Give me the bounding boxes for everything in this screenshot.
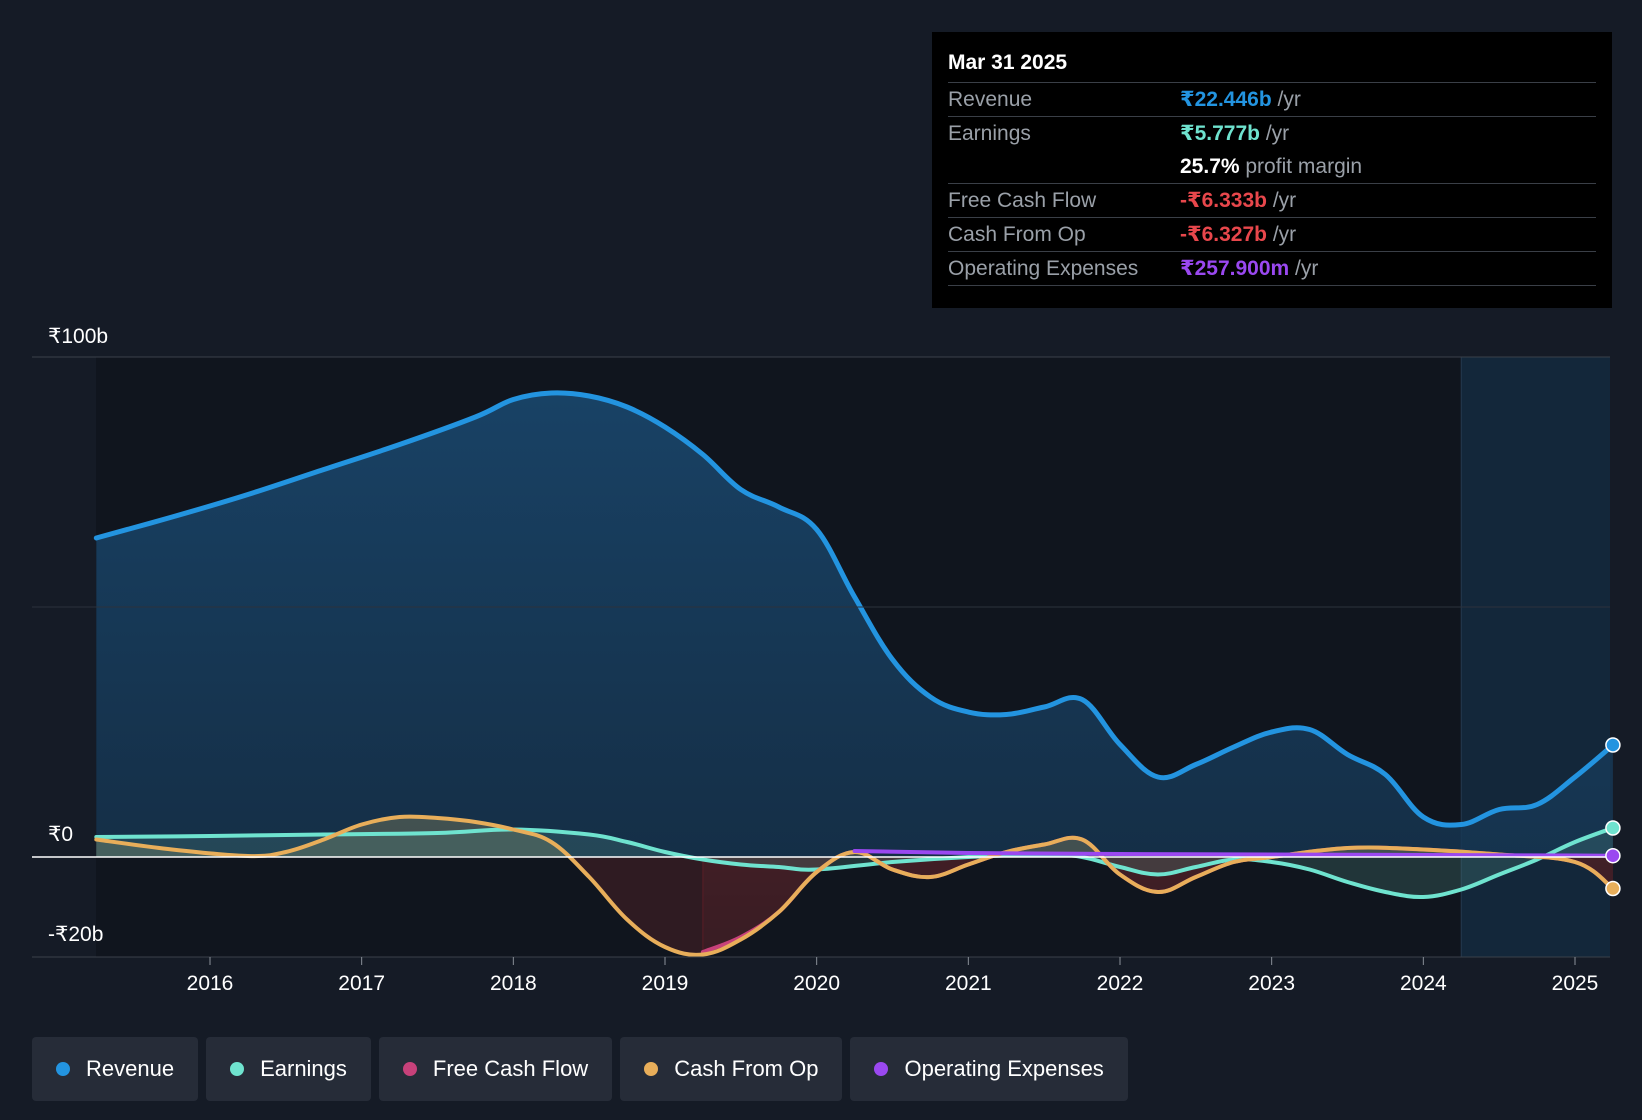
series-lines [93,390,1616,957]
tooltip-row-label: Free Cash Flow [948,189,1097,212]
axes: ₹100b ₹0 -₹20b 2016 2017 2018 2019 2020 2021 2022… [32,325,1610,995]
tooltip-row-label: Cash From Op [948,223,1086,246]
tooltip-row: Free Cash Flow -₹6.333b /yr [948,183,1596,217]
tooltip-row-label: Earnings [948,122,1031,145]
revenue-area [96,392,1613,857]
tooltip-value-unit: /yr [1266,189,1297,212]
tooltip-row-value: -₹6.327b /yr [1180,218,1296,251]
tooltip-value-unit: /yr [1260,122,1290,145]
x-tick-label: 2019 [642,972,689,995]
cash-from-op-area-positive [96,816,1613,857]
tooltip-value-number: ₹22.446b [1180,88,1272,111]
tooltip-panel: Mar 31 2025 Revenue ₹22.446b /yr Earnings ₹… [932,32,1612,308]
legend-dot-icon [874,1062,889,1076]
legend-item-earnings[interactable]: Earnings [206,1037,371,1101]
tooltip-row: Earnings ₹5.777b /yr [948,116,1596,150]
legend: Revenue Earnings Free Cash Flow Cash From O… [32,1037,1128,1101]
revenue-end-marker [1605,737,1621,753]
tooltip-value-unit: /yr [1266,223,1297,246]
operating-expenses-end-marker [1605,847,1621,864]
tooltip-row-value: ₹22.446b /yr [1180,83,1301,116]
earnings-end-marker [1605,820,1621,836]
revenue-line [93,390,1616,828]
tooltip-row-value: ₹5.777b /yr [1180,117,1289,150]
tooltip-row-value: ₹257.900m /yr [1180,252,1318,285]
legend-dot-icon [644,1062,659,1076]
x-tick-label: 2018 [490,972,537,995]
cash-from-op-line [94,814,1615,957]
end-markers [1605,737,1621,897]
x-tick-label: 2021 [945,972,992,995]
legend-item-cash-from-op[interactable]: Cash From Op [620,1037,843,1101]
tooltip-value-unit: /yr [1289,257,1319,280]
tooltip-value-number: ₹5.777b [1180,122,1260,145]
tooltip-rows: Revenue ₹22.446b /yr Earnings ₹5.777b /yr 25… [948,82,1596,286]
tooltip-value-number: ₹257.900m [1180,257,1290,280]
tooltip-date: Mar 31 2025 [948,51,1068,74]
legend-item-free-cash-flow[interactable]: Free Cash Flow [378,1037,613,1101]
legend-label: Revenue [86,1056,175,1081]
x-tick-label: 2024 [1400,972,1447,995]
legend-label: Earnings [260,1056,347,1081]
legend-dot-icon [230,1062,245,1076]
tooltip-row: Revenue ₹22.446b /yr [948,82,1596,116]
x-tick-label: 2020 [793,972,840,995]
x-tick-label: 2022 [1097,972,1144,995]
legend-label: Cash From Op [674,1056,819,1081]
tooltip-row-value: -₹6.333b /yr [1180,184,1296,217]
x-tick-label: 2016 [187,972,234,995]
legend-label: Operating Expenses [904,1056,1104,1081]
operating-expenses-line [852,849,1615,858]
x-tick-label: 2023 [1248,972,1295,995]
legend-item-operating-expenses[interactable]: Operating Expenses [850,1037,1128,1101]
y-tick-label: -₹20b [48,923,103,946]
legend-item-revenue[interactable]: Revenue [32,1037,199,1101]
y-tick-label: ₹100b [48,325,108,348]
earnings-area [96,828,1613,898]
tooltip-value-unit: profit margin [1239,155,1363,178]
tooltip-value-number: 25.7% [1180,155,1240,178]
legend-dot-icon [56,1062,70,1076]
y-tick-label: ₹0 [48,823,73,846]
cash-from-op-end-marker [1605,880,1621,897]
tooltip-row: 25.7% profit margin [948,150,1596,183]
tooltip-row: Operating Expenses ₹257.900m /yr [948,251,1596,286]
legend-dot-icon [402,1062,417,1076]
legend-label: Free Cash Flow [432,1056,589,1081]
tooltip-row-value: 25.7% profit margin [1180,150,1362,183]
tooltip-value-number: -₹6.327b [1180,223,1267,246]
x-tick-label: 2017 [338,972,385,995]
tooltip-row-label: Revenue [948,88,1033,111]
tooltip-value-number: -₹6.333b [1180,189,1267,212]
tooltip-value-unit: /yr [1271,88,1301,111]
x-tick-label: 2025 [1552,972,1599,995]
tooltip-row: Cash From Op -₹6.327b /yr [948,217,1596,251]
tooltip-row-label: Operating Expenses [948,257,1139,280]
